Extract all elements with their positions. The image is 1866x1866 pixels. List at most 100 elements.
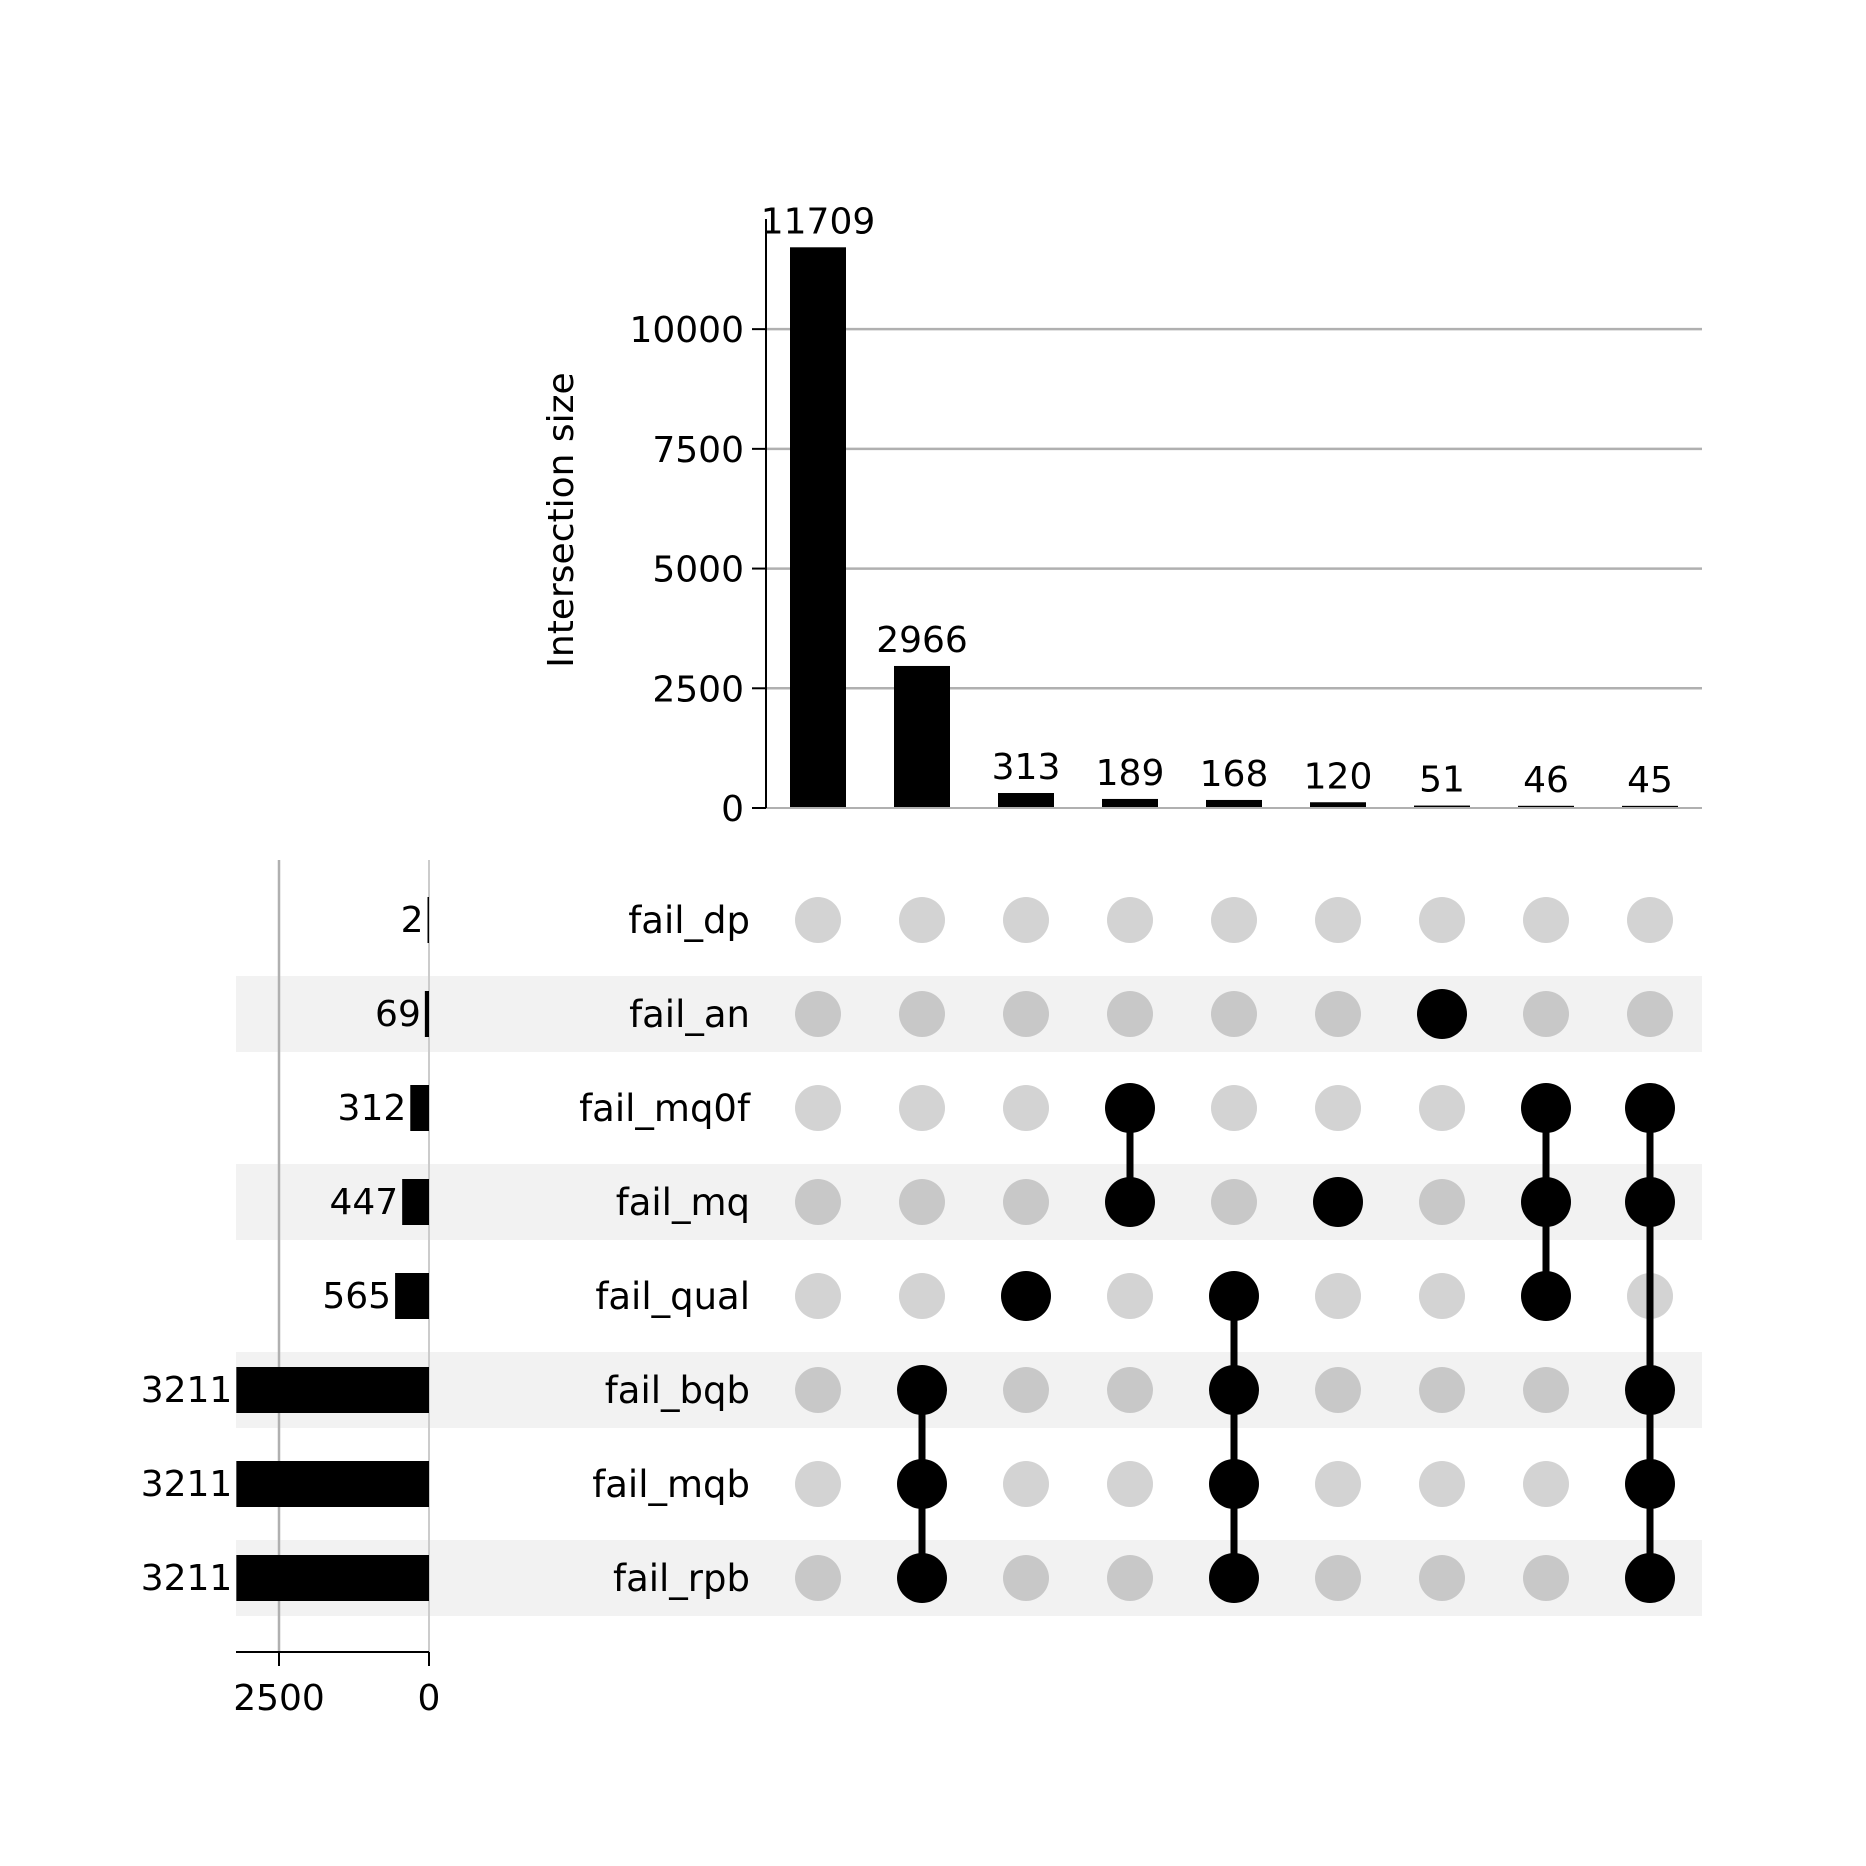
set-size-bar (427, 897, 429, 943)
y-tick-label: 7500 (652, 430, 744, 471)
matrix-dot-inactive (1419, 1179, 1465, 1225)
row-shade (236, 1352, 1702, 1428)
set-size-value-label: 3211 (141, 1558, 233, 1599)
intersection-bars: 11709 2966 313 189 168 120 51 46 45 (761, 201, 1678, 809)
row-shade (236, 976, 1702, 1052)
matrix-dot-active (897, 1365, 947, 1415)
matrix-dot-inactive (1419, 1085, 1465, 1131)
matrix-dot-inactive (899, 991, 945, 1037)
intersection-bar (998, 793, 1054, 808)
intersection-bar (1622, 805, 1678, 808)
matrix-dot-inactive (1315, 1555, 1361, 1601)
matrix-dot-inactive (899, 897, 945, 943)
matrix-dot-inactive (1211, 1085, 1257, 1131)
set-label: fail_mq (616, 1181, 750, 1224)
set-size-bar (236, 1367, 429, 1413)
bar-value-label: 189 (1096, 753, 1165, 794)
matrix-dot-inactive (1107, 1367, 1153, 1413)
matrix-dot-inactive (1523, 1461, 1569, 1507)
matrix-dot-inactive (1523, 897, 1569, 943)
intersection-bar (1518, 805, 1574, 808)
matrix-dot-inactive (795, 1273, 841, 1319)
matrix-dot-inactive (1003, 1085, 1049, 1131)
matrix-dot-inactive (899, 1273, 945, 1319)
set-size-value-label: 2 (401, 900, 424, 941)
matrix-dot-active (1625, 1177, 1675, 1227)
matrix-dot-active (1209, 1271, 1259, 1321)
matrix-dot-inactive (1627, 991, 1673, 1037)
set-size-value-label: 3211 (141, 1464, 233, 1505)
intersection-bar (1310, 802, 1366, 808)
matrix-dot-inactive (1107, 1461, 1153, 1507)
bar-value-label: 46 (1523, 760, 1569, 801)
y-tick-label: 5000 (652, 550, 744, 591)
intersection-bar (1206, 799, 1262, 808)
matrix-dot-active (1209, 1459, 1259, 1509)
matrix-dot-active (1625, 1459, 1675, 1509)
matrix-dot-inactive (795, 1367, 841, 1413)
matrix-dot-inactive (1315, 1085, 1361, 1131)
intersection-y-axis: Intersection size 0 2500 5000 7500 10000 (541, 219, 1702, 830)
bar-value-label: 168 (1200, 754, 1269, 795)
matrix-dot-active (1313, 1177, 1363, 1227)
set-size-bar (236, 1555, 429, 1601)
matrix-dot-inactive (1419, 1555, 1465, 1601)
matrix-dot-inactive (1419, 1367, 1465, 1413)
matrix-dot-inactive (1003, 897, 1049, 943)
matrix-dot-inactive (899, 1179, 945, 1225)
set-label: fail_bqb (605, 1369, 750, 1412)
y-tick-label: 2500 (652, 669, 744, 710)
bar-value-label: 45 (1627, 760, 1673, 801)
bar-value-label: 120 (1304, 756, 1373, 797)
set-size-value-label: 312 (338, 1088, 407, 1129)
matrix-dot-active (1521, 1083, 1571, 1133)
set-size-tick-label: 0 (418, 1678, 441, 1719)
set-size-tick-label: 2500 (233, 1678, 325, 1719)
matrix-dot-inactive (1107, 1555, 1153, 1601)
matrix-dot-active (1105, 1083, 1155, 1133)
set-size-bar (424, 991, 429, 1037)
row-shading (236, 976, 1702, 1616)
matrix-dot-active (1625, 1083, 1675, 1133)
bar-value-label: 51 (1419, 760, 1465, 801)
matrix-dot-inactive (1315, 897, 1361, 943)
matrix-dot-inactive (1523, 1367, 1569, 1413)
matrix-dot-inactive (1003, 991, 1049, 1037)
matrix-dot-active (1001, 1271, 1051, 1321)
set-size-bar (236, 1461, 429, 1507)
set-size-value-label: 565 (322, 1276, 391, 1317)
intersection-bar (894, 665, 950, 808)
set-size-bars: 2 69 312 447 565 3211 3211 3211 2500 0 (141, 860, 441, 1719)
matrix-dot-active (1625, 1365, 1675, 1415)
matrix-dot-inactive (1107, 991, 1153, 1037)
set-label: fail_mqb (592, 1463, 750, 1506)
set-size-bar (402, 1179, 429, 1225)
matrix-dot-inactive (1419, 1461, 1465, 1507)
row-shade (236, 1540, 1702, 1616)
matrix-dot-inactive (899, 1085, 945, 1131)
matrix-dot-inactive (1419, 1273, 1465, 1319)
row-shade (236, 1164, 1702, 1240)
matrix-dot-active (897, 1459, 947, 1509)
matrix-dot-active (1209, 1365, 1259, 1415)
set-size-value-label: 447 (329, 1182, 398, 1223)
intersection-bar (1414, 805, 1470, 808)
matrix-dot-inactive (795, 897, 841, 943)
set-label: fail_qual (595, 1275, 750, 1318)
matrix-dot-inactive (795, 1461, 841, 1507)
matrix-dot-active (1105, 1177, 1155, 1227)
set-size-value-label: 69 (375, 994, 421, 1035)
set-label: fail_mq0f (579, 1087, 751, 1130)
matrix-dot-active (1521, 1177, 1571, 1227)
matrix-dot-active (1521, 1271, 1571, 1321)
matrix-dot-inactive (795, 1179, 841, 1225)
matrix-dot-inactive (1315, 1367, 1361, 1413)
bar-value-label: 11709 (761, 201, 876, 242)
matrix-dot-inactive (1211, 991, 1257, 1037)
y-axis-label: Intersection size (541, 372, 582, 667)
matrix-dot-inactive (1107, 897, 1153, 943)
set-size-bar (395, 1273, 429, 1319)
bar-value-label: 2966 (876, 620, 968, 661)
set-size-bar (410, 1085, 429, 1131)
